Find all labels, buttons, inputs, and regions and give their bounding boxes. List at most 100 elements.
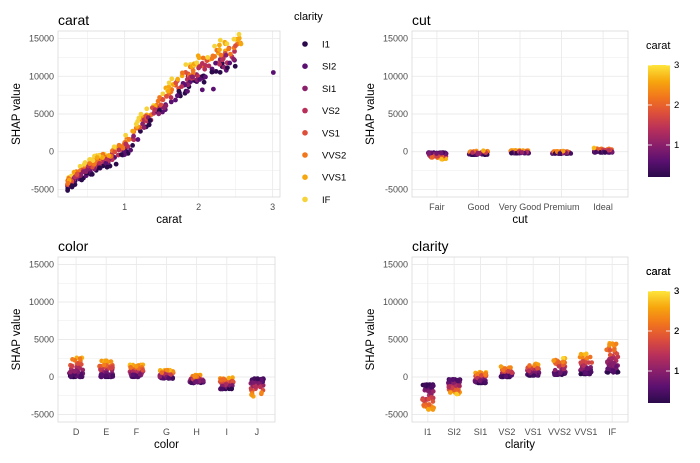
- data-point: [75, 361, 81, 366]
- data-point: [123, 141, 129, 147]
- data-point: [431, 389, 436, 394]
- data-point: [202, 66, 208, 72]
- data-point: [169, 76, 175, 82]
- x-tick-label: E: [103, 427, 109, 437]
- x-tick-label: IF: [608, 427, 617, 437]
- data-point: [481, 148, 486, 153]
- x-tick-label: 2: [196, 202, 201, 212]
- data-point: [164, 367, 170, 373]
- data-point: [101, 362, 107, 368]
- data-point: [98, 367, 103, 373]
- x-tick-label: Fair: [429, 202, 445, 212]
- y-axis-label: SHAP value: [11, 83, 23, 145]
- data-point: [146, 122, 152, 128]
- data-point: [425, 407, 431, 412]
- panel-border: [411, 256, 629, 423]
- data-point: [578, 351, 584, 357]
- data-point: [220, 57, 225, 63]
- data-point: [602, 150, 608, 155]
- x-tick-label: Very Good: [499, 202, 542, 212]
- points: [420, 340, 621, 412]
- data-point: [165, 88, 171, 94]
- y-tick-label: -5000: [31, 410, 54, 420]
- legend: clarity I1 SI2 SI1 VS2 VS1 VVS2 VVS1 IF: [294, 11, 346, 206]
- data-point: [212, 43, 217, 49]
- data-point: [192, 379, 198, 385]
- data-point: [201, 378, 206, 384]
- data-point: [556, 359, 562, 365]
- data-point: [606, 148, 611, 153]
- data-point: [77, 374, 83, 380]
- data-point: [194, 60, 200, 66]
- data-point: [78, 172, 84, 178]
- data-point: [166, 80, 172, 86]
- data-point: [83, 168, 89, 174]
- data-point: [551, 358, 556, 363]
- data-point: [130, 143, 135, 148]
- data-point: [179, 70, 185, 76]
- data-point: [610, 368, 616, 373]
- data-point: [217, 69, 223, 75]
- grid: [58, 31, 280, 197]
- x-tick-label: Premium: [544, 202, 580, 212]
- data-point: [609, 356, 615, 361]
- data-point: [472, 379, 478, 384]
- data-point: [189, 74, 195, 80]
- data-point: [252, 376, 257, 381]
- data-point: [447, 377, 452, 383]
- data-point: [118, 152, 124, 158]
- legend-title: carat: [646, 266, 670, 278]
- data-point: [99, 372, 104, 377]
- data-point: [438, 150, 444, 156]
- legend-label: I1: [322, 40, 330, 51]
- data-point: [160, 97, 166, 103]
- data-point: [607, 342, 612, 348]
- data-point: [249, 392, 254, 398]
- data-point: [213, 68, 219, 74]
- data-point: [217, 61, 222, 67]
- y-axis-label: SHAP value: [365, 83, 377, 145]
- data-point: [503, 374, 509, 379]
- x-tick-label: VS1: [525, 427, 542, 437]
- data-point: [420, 397, 425, 402]
- data-point: [133, 121, 139, 127]
- data-point: [500, 367, 506, 373]
- y-tick-label: 5000: [34, 335, 54, 345]
- data-point: [183, 62, 189, 68]
- legend-label: VVS1: [322, 173, 346, 184]
- y-axis-label: SHAP value: [11, 309, 23, 371]
- data-point: [126, 136, 132, 142]
- data-point: [157, 374, 163, 379]
- data-point: [607, 347, 613, 353]
- data-point: [77, 356, 83, 361]
- x-tick-label: SI1: [474, 427, 488, 437]
- data-point: [79, 177, 85, 183]
- data-point: [426, 151, 432, 156]
- legend: carat 1 2 3: [646, 266, 679, 403]
- data-point: [166, 376, 171, 381]
- legend-label: SI2: [322, 62, 336, 73]
- legend-title: carat: [646, 266, 670, 278]
- grid: [412, 257, 628, 422]
- data-point: [615, 354, 621, 360]
- data-point: [159, 370, 165, 375]
- data-point: [586, 360, 591, 365]
- data-point: [104, 164, 110, 170]
- data-point: [422, 382, 427, 388]
- panel-border: [411, 30, 629, 198]
- legend-label: VVS2: [322, 151, 346, 162]
- y-tick-label: 5000: [34, 109, 54, 119]
- data-point: [259, 390, 264, 395]
- data-point: [615, 369, 621, 375]
- data-point: [258, 384, 263, 390]
- data-point: [426, 396, 432, 402]
- data-point: [456, 383, 462, 388]
- y-tick-label: 0: [49, 372, 54, 382]
- legend-swatch: [302, 107, 308, 114]
- data-point: [65, 188, 71, 193]
- data-point: [450, 377, 456, 382]
- data-point: [560, 359, 566, 365]
- data-point: [128, 147, 134, 153]
- data-point: [231, 56, 237, 62]
- data-point: [74, 172, 80, 177]
